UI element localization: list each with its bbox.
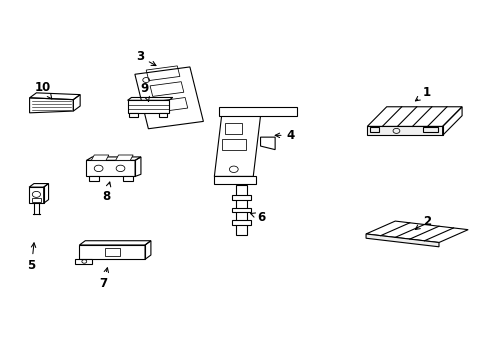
Polygon shape — [29, 187, 43, 203]
Polygon shape — [79, 245, 145, 259]
Polygon shape — [366, 126, 442, 135]
Text: 2: 2 — [415, 215, 430, 229]
Text: 9: 9 — [141, 82, 149, 101]
Text: 4: 4 — [275, 129, 294, 142]
Polygon shape — [231, 207, 251, 212]
Text: 3: 3 — [136, 50, 156, 66]
Polygon shape — [231, 195, 251, 200]
Polygon shape — [89, 176, 99, 181]
Polygon shape — [127, 100, 168, 113]
Text: 8: 8 — [102, 182, 110, 203]
Polygon shape — [236, 185, 246, 235]
Polygon shape — [30, 98, 73, 113]
Polygon shape — [86, 160, 135, 176]
Polygon shape — [366, 234, 438, 247]
Text: 10: 10 — [35, 81, 52, 99]
Polygon shape — [366, 221, 467, 243]
Polygon shape — [74, 259, 91, 264]
Polygon shape — [116, 155, 133, 160]
Text: 1: 1 — [415, 86, 430, 101]
Polygon shape — [260, 137, 275, 150]
Polygon shape — [231, 220, 251, 225]
Polygon shape — [214, 176, 255, 184]
Polygon shape — [219, 107, 296, 116]
Text: 7: 7 — [99, 268, 108, 290]
Text: 6: 6 — [250, 211, 265, 224]
Polygon shape — [214, 116, 260, 176]
Polygon shape — [129, 113, 138, 117]
Polygon shape — [122, 176, 132, 181]
Polygon shape — [91, 155, 109, 160]
Polygon shape — [135, 67, 203, 129]
Text: 5: 5 — [27, 243, 36, 272]
Polygon shape — [159, 113, 167, 117]
